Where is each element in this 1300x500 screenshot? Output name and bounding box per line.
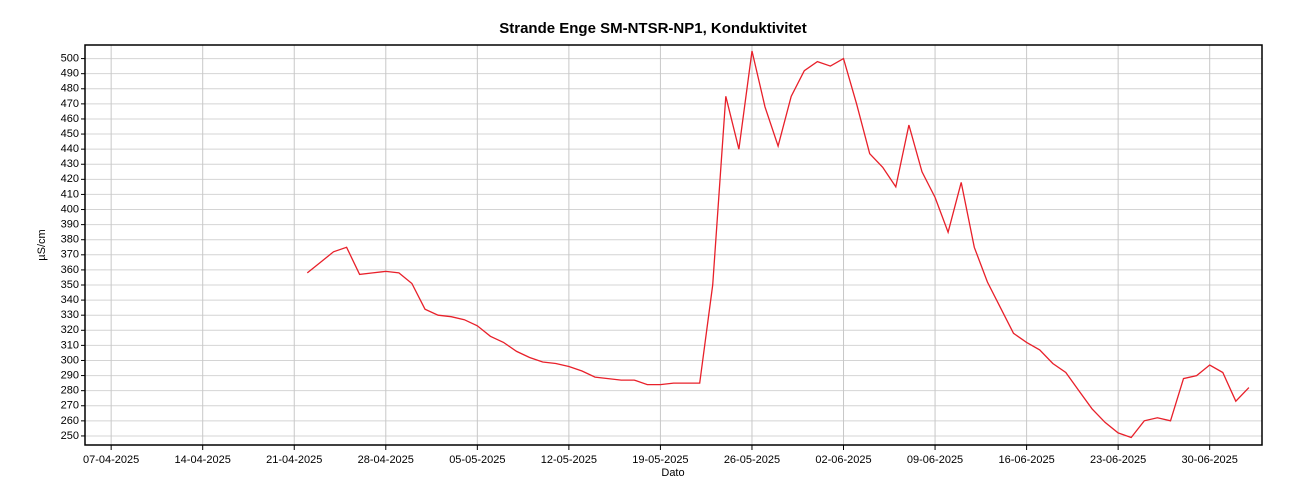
x-tick-label: 21-04-2025 bbox=[266, 454, 322, 466]
y-tick-label: 260 bbox=[61, 415, 79, 427]
y-tick-label: 450 bbox=[61, 128, 79, 140]
x-tick-label: 26-05-2025 bbox=[724, 454, 780, 466]
y-tick-label: 490 bbox=[61, 68, 79, 80]
y-tick-label: 410 bbox=[61, 188, 79, 200]
x-tick-label: 07-04-2025 bbox=[83, 454, 139, 466]
y-axis-label: µS/cm bbox=[36, 229, 48, 260]
y-tick-label: 390 bbox=[61, 219, 79, 231]
y-tick-label: 310 bbox=[61, 339, 79, 351]
x-tick-label: 14-04-2025 bbox=[175, 454, 231, 466]
x-tick-label: 12-05-2025 bbox=[541, 454, 597, 466]
x-tick-label: 05-05-2025 bbox=[449, 454, 505, 466]
x-tick-label: 09-06-2025 bbox=[907, 454, 963, 466]
chart-title: Strande Enge SM-NTSR-NP1, Konduktivitet bbox=[499, 20, 807, 37]
y-tick-label: 400 bbox=[61, 203, 79, 215]
x-tick-label: 16-06-2025 bbox=[998, 454, 1054, 466]
y-tick-label: 430 bbox=[61, 158, 79, 170]
y-tick-label: 440 bbox=[61, 143, 79, 155]
x-tick-label: 28-04-2025 bbox=[358, 454, 414, 466]
y-tick-label: 300 bbox=[61, 354, 79, 366]
y-tick-label: 330 bbox=[61, 309, 79, 321]
y-tick-label: 480 bbox=[61, 83, 79, 95]
y-tick-label: 280 bbox=[61, 385, 79, 397]
y-tick-label: 340 bbox=[61, 294, 79, 306]
y-tick-label: 470 bbox=[61, 98, 79, 110]
y-tick-label: 250 bbox=[61, 430, 79, 442]
y-tick-label: 320 bbox=[61, 324, 79, 336]
data-line bbox=[306, 50, 1250, 439]
x-tick-label: 30-06-2025 bbox=[1182, 454, 1238, 466]
y-tick-label: 290 bbox=[61, 369, 79, 381]
x-tick-label: 19-05-2025 bbox=[632, 454, 688, 466]
x-axis-label: Dato bbox=[661, 467, 684, 479]
plot-frame bbox=[84, 44, 1263, 446]
y-tick-label: 350 bbox=[61, 279, 79, 291]
y-tick-label: 420 bbox=[61, 173, 79, 185]
x-tick-label: 02-06-2025 bbox=[815, 454, 871, 466]
y-tick-label: 460 bbox=[61, 113, 79, 125]
y-tick-label: 370 bbox=[61, 249, 79, 261]
y-tick-label: 270 bbox=[61, 400, 79, 412]
y-tick-label: 500 bbox=[61, 52, 79, 64]
y-tick-label: 380 bbox=[61, 234, 79, 246]
y-tick-label: 360 bbox=[61, 264, 79, 276]
x-tick-label: 23-06-2025 bbox=[1090, 454, 1146, 466]
